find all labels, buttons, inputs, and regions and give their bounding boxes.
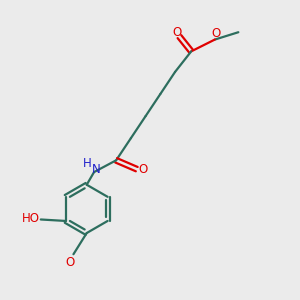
Text: O: O [172,26,181,39]
Text: HO: HO [22,212,40,224]
Text: O: O [139,163,148,176]
Text: O: O [66,256,75,269]
Text: N: N [92,163,101,176]
Text: O: O [212,27,221,40]
Text: H: H [83,157,92,170]
